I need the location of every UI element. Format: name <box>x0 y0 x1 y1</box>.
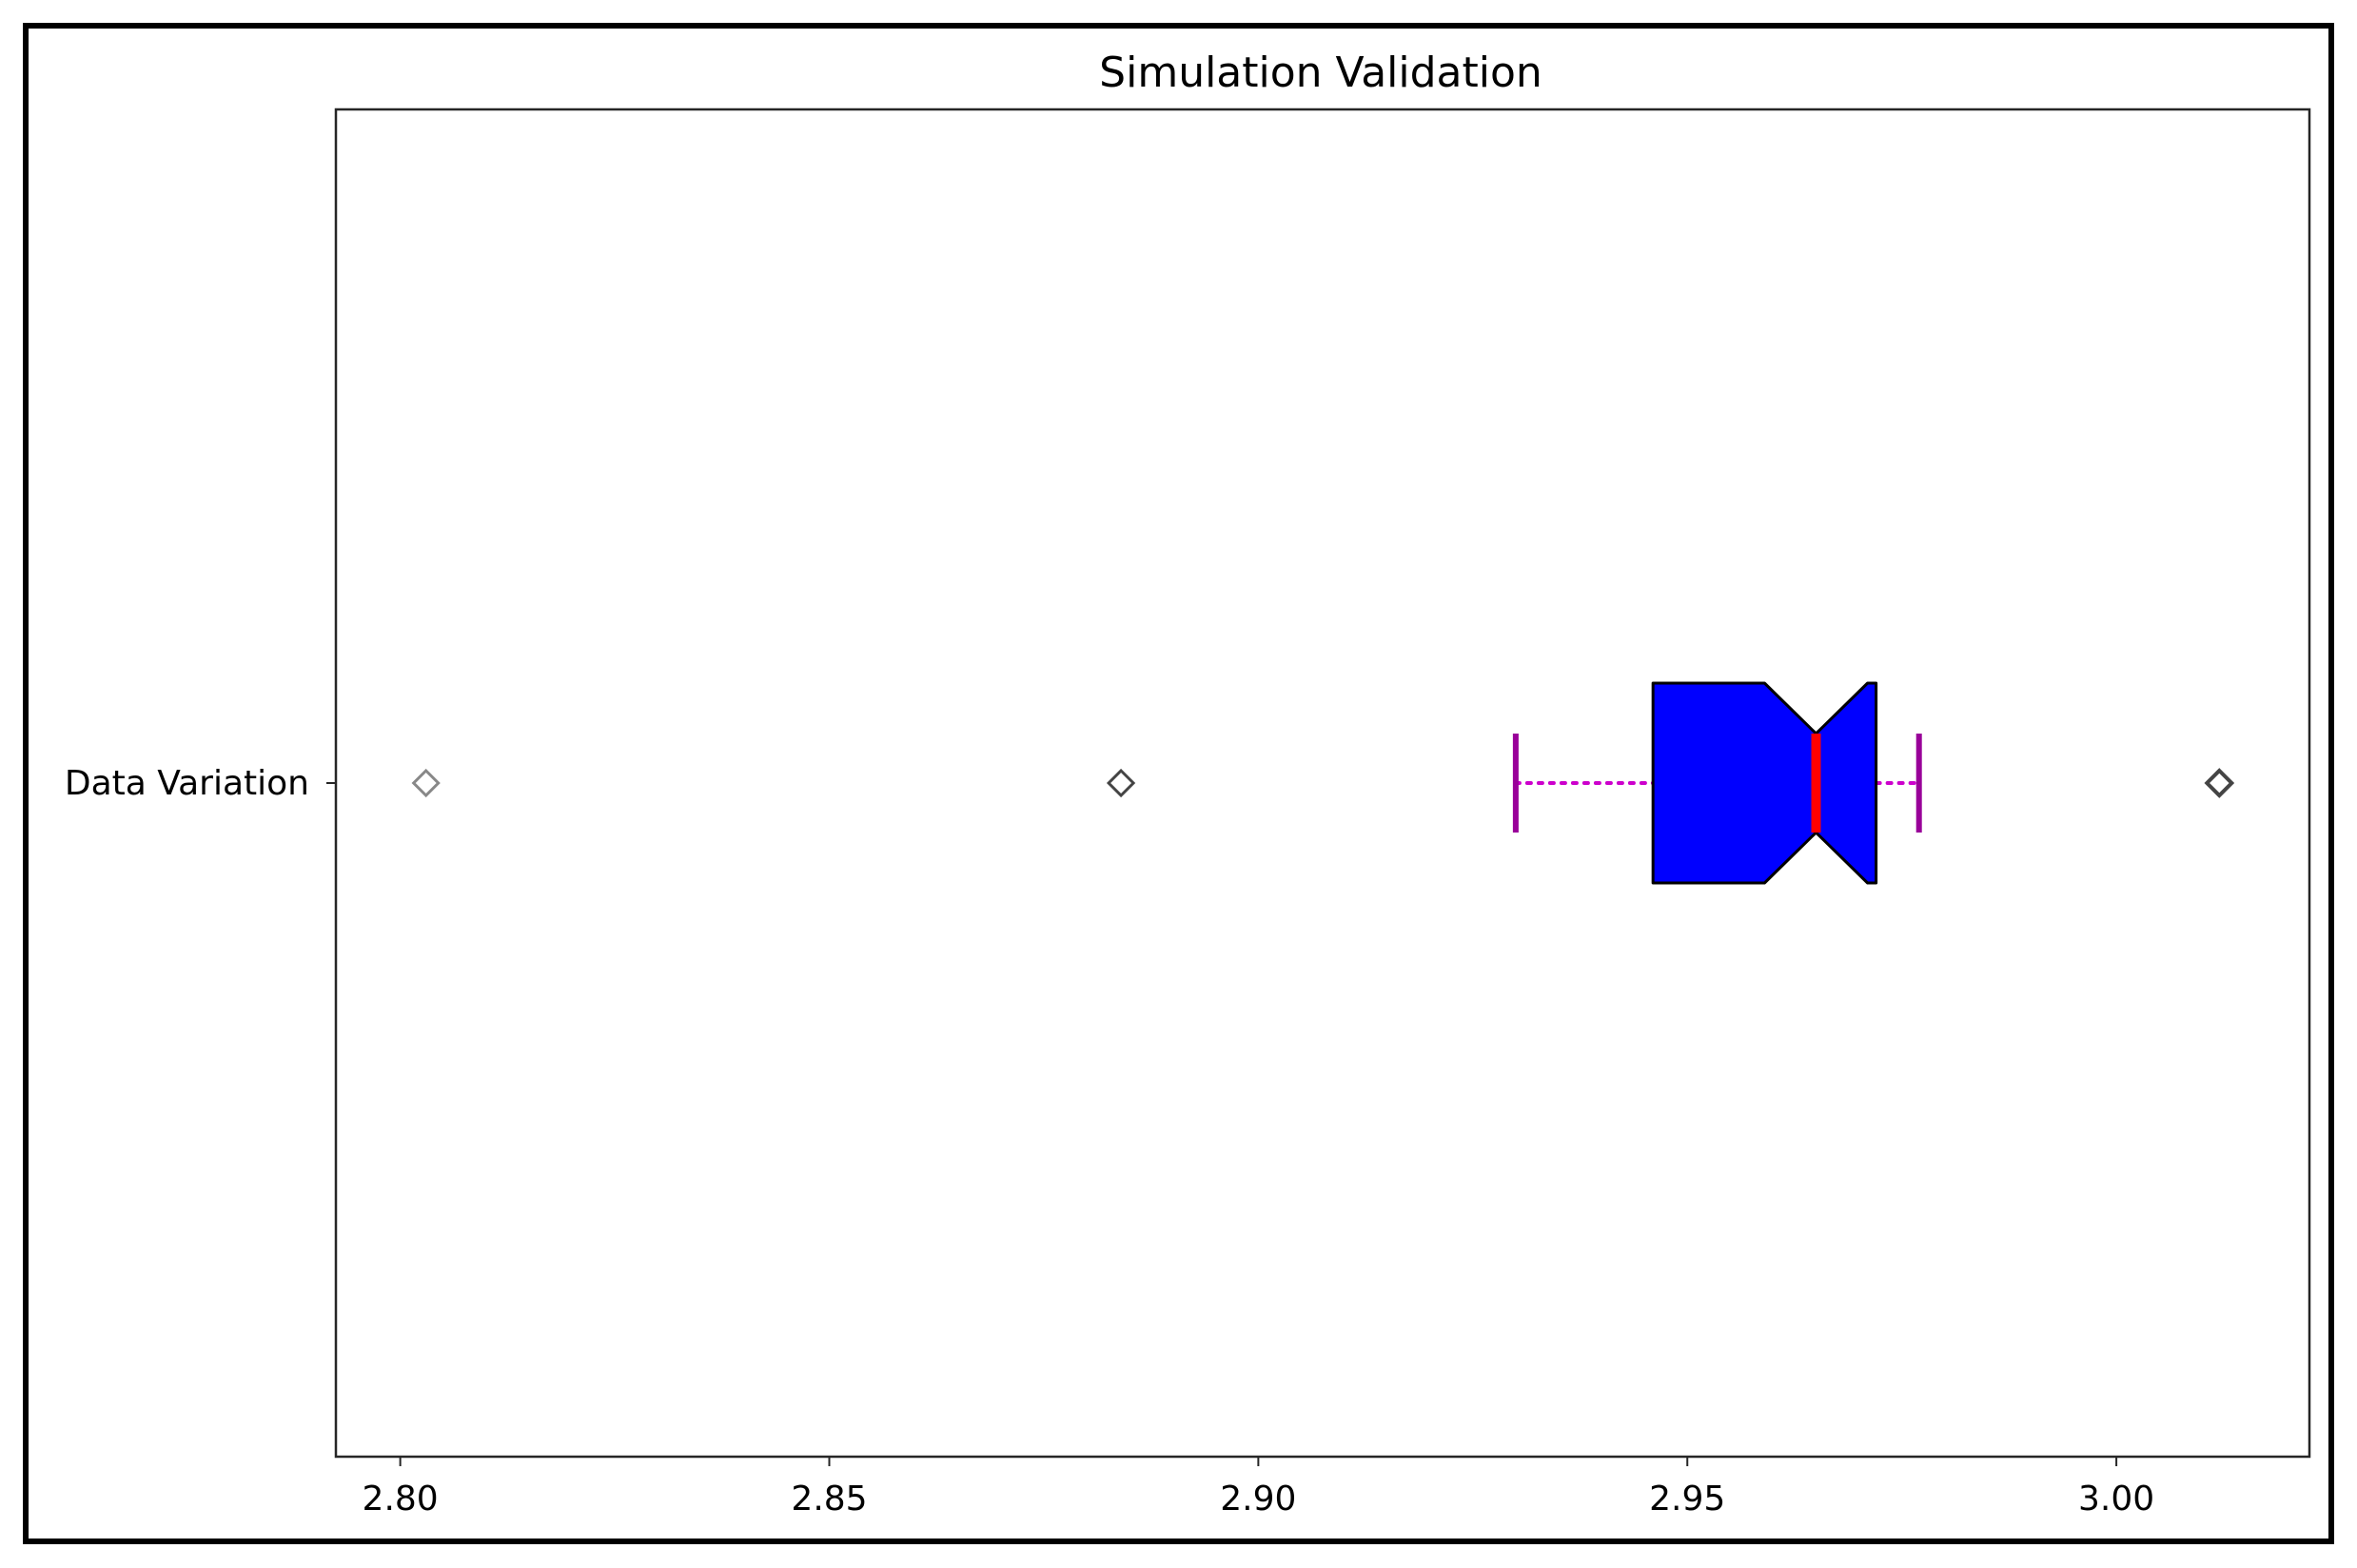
x-tick-label: 2.95 <box>1649 1480 1725 1519</box>
plot-area <box>334 108 2311 1459</box>
x-tick-label: 3.00 <box>2078 1480 2154 1519</box>
x-tick-label: 2.85 <box>791 1480 867 1519</box>
y-axis: Data Variation <box>65 764 336 803</box>
chart-title: Simulation Validation <box>1099 49 1542 97</box>
outlier-point <box>411 768 441 798</box>
x-axis: 2.80 2.85 2.90 2.95 3.00 <box>363 1457 2154 1519</box>
outlier-point <box>1106 768 1136 798</box>
outlier-point <box>2204 768 2235 798</box>
category-label: Data Variation <box>65 764 309 803</box>
x-tick-label: 2.80 <box>363 1480 439 1519</box>
notched-box <box>1651 681 1878 885</box>
x-tick-label: 2.90 <box>1220 1480 1296 1519</box>
boxplot-series <box>411 681 2235 885</box>
